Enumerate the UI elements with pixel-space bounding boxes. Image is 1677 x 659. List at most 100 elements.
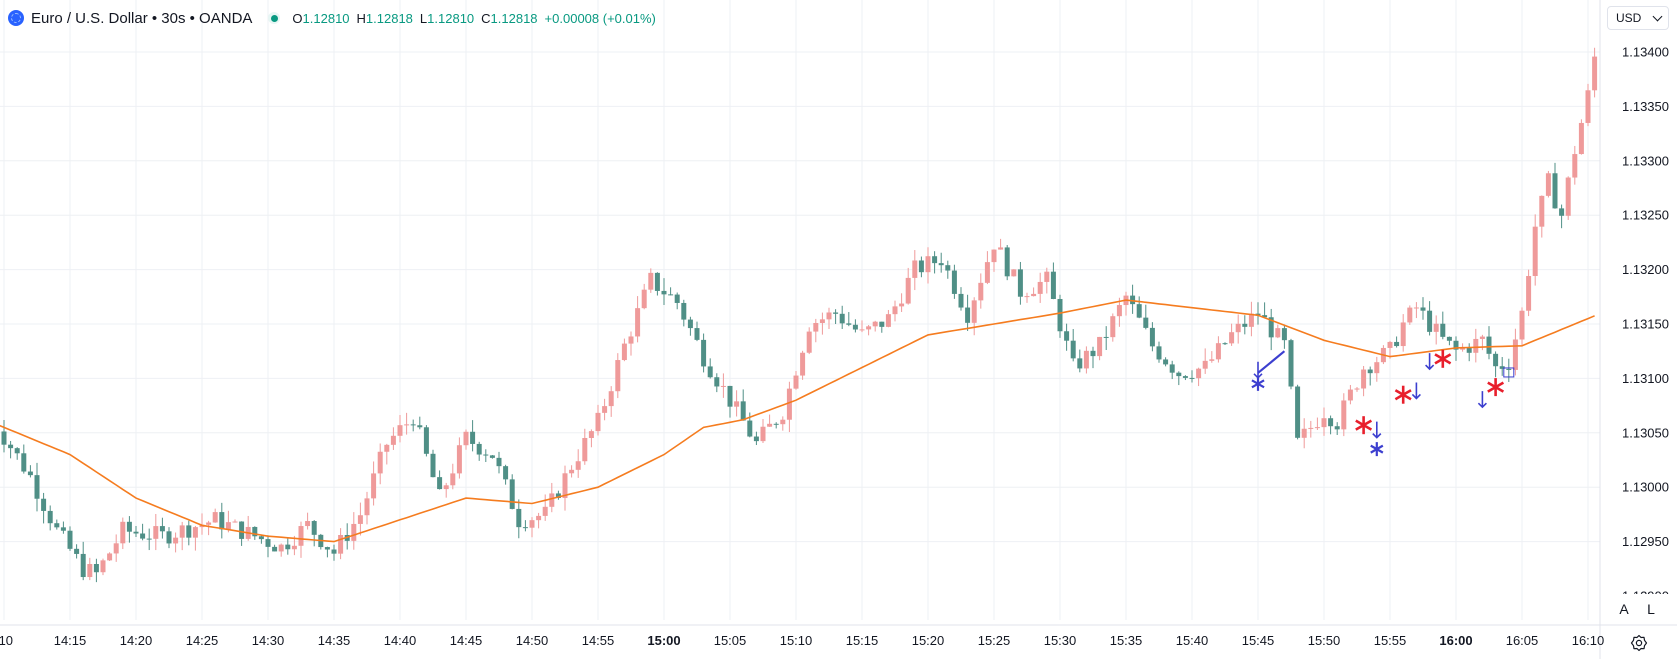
candle-body <box>14 448 20 454</box>
candle-up <box>1235 314 1241 344</box>
candle-body <box>641 289 647 309</box>
candle-body <box>113 543 119 554</box>
candle-body <box>1077 358 1083 369</box>
candle-body <box>1070 340 1076 359</box>
candle-body <box>1301 428 1307 438</box>
time-axis[interactable]: :10 14:15 14:20 14:25 14:30 14:35 14:40 14:45 14… <box>0 633 1604 648</box>
candle-up <box>1110 313 1116 342</box>
candle-up <box>179 521 185 551</box>
ohlc-low: L1.12810 <box>420 11 474 26</box>
candle-up <box>819 312 825 335</box>
candle-down <box>126 516 132 543</box>
candle-down <box>272 544 278 552</box>
candle-down <box>1486 326 1492 360</box>
candle-body <box>120 521 126 544</box>
red-asterisk-icon <box>1487 378 1505 397</box>
candle-body <box>470 431 476 444</box>
time-tick-label: 14:35 <box>318 633 351 648</box>
candle-down <box>1182 375 1188 381</box>
candle-up <box>1202 348 1208 374</box>
candle-body <box>1453 340 1459 350</box>
candle-body <box>291 545 297 550</box>
candle-body <box>1367 369 1373 374</box>
candle-down <box>1169 360 1175 380</box>
candle-body <box>107 553 113 561</box>
candle-down <box>252 526 258 540</box>
close-label: C <box>481 10 491 26</box>
price-axis[interactable]: 1.13400 1.13350 1.13300 1.13250 1.13200 1.131… <box>1622 45 1669 604</box>
candle-down <box>285 538 291 555</box>
market-open-dot-icon[interactable] <box>268 12 281 24</box>
time-tick-label: 14:45 <box>450 633 483 648</box>
candle-down <box>714 373 720 393</box>
candle-body <box>588 431 594 438</box>
candle-down <box>146 528 152 551</box>
candle-down <box>1506 358 1512 383</box>
red-asterisk-icon <box>1434 349 1452 368</box>
candle-body <box>912 260 918 278</box>
time-tick-label: 15:05 <box>714 633 747 648</box>
candle-up <box>1314 417 1320 431</box>
candle-body <box>1578 122 1584 155</box>
candle-body <box>1083 350 1089 369</box>
candle-body <box>727 385 733 407</box>
candle-body <box>720 385 726 387</box>
candle-down <box>186 520 192 546</box>
candle-body <box>1064 331 1070 341</box>
candle-up <box>529 517 535 538</box>
candle-down <box>1328 415 1334 435</box>
candle-body <box>54 523 60 528</box>
candle-body <box>1526 276 1532 311</box>
candle-body <box>1354 388 1360 390</box>
candle-body <box>1222 343 1228 345</box>
symbol-legend: Euro / U.S. Dollar • 30s • OANDA O1.1281… <box>8 8 656 28</box>
currency-selector[interactable]: USD <box>1607 6 1669 30</box>
candle-up <box>1433 315 1439 345</box>
candle-body <box>1176 372 1182 377</box>
candle-body <box>437 477 443 490</box>
candle-body <box>621 343 627 361</box>
candle-body <box>516 508 522 528</box>
candle-down <box>1466 343 1472 362</box>
candle-down <box>8 440 14 459</box>
candle-body <box>569 469 575 474</box>
time-tick-label: 15:20 <box>912 633 945 648</box>
gear-icon[interactable] <box>1630 634 1648 652</box>
candle-body <box>1281 328 1287 341</box>
candle-up <box>351 512 357 550</box>
symbol-title[interactable]: Euro / U.S. Dollar • 30s • OANDA <box>31 9 253 27</box>
candle-down <box>1077 349 1083 373</box>
candle-body <box>1539 195 1545 227</box>
auto-scale-button[interactable]: A <box>1613 598 1635 620</box>
candle-up <box>615 353 621 399</box>
candle-body <box>932 256 938 264</box>
candle-up <box>767 414 773 427</box>
candle-down <box>1222 342 1228 346</box>
candle-up <box>1387 340 1393 359</box>
log-scale-button[interactable]: L <box>1640 598 1662 620</box>
candle-body <box>186 525 192 538</box>
candle-up <box>912 250 918 291</box>
candle-up <box>1031 287 1037 297</box>
candle-body <box>338 535 344 554</box>
candle-up <box>595 404 601 436</box>
candle-body <box>1268 317 1274 338</box>
candle-body <box>740 401 746 421</box>
time-tick-label: 14:40 <box>384 633 417 648</box>
candle-body <box>509 479 515 509</box>
candle-down <box>522 520 528 532</box>
candle-down <box>331 544 337 561</box>
arrow-path <box>1411 382 1421 400</box>
candle-up <box>1374 356 1380 382</box>
candle-down <box>1255 302 1261 325</box>
candle-up <box>153 513 159 551</box>
candle-down <box>555 490 561 500</box>
ohlc-open: O1.12810 <box>292 11 349 26</box>
candle-down <box>965 294 971 331</box>
candle-body <box>786 388 792 420</box>
candle-down <box>423 425 429 457</box>
candle-body <box>390 435 396 445</box>
open-label: O <box>292 10 303 26</box>
candle-body <box>1288 340 1294 387</box>
